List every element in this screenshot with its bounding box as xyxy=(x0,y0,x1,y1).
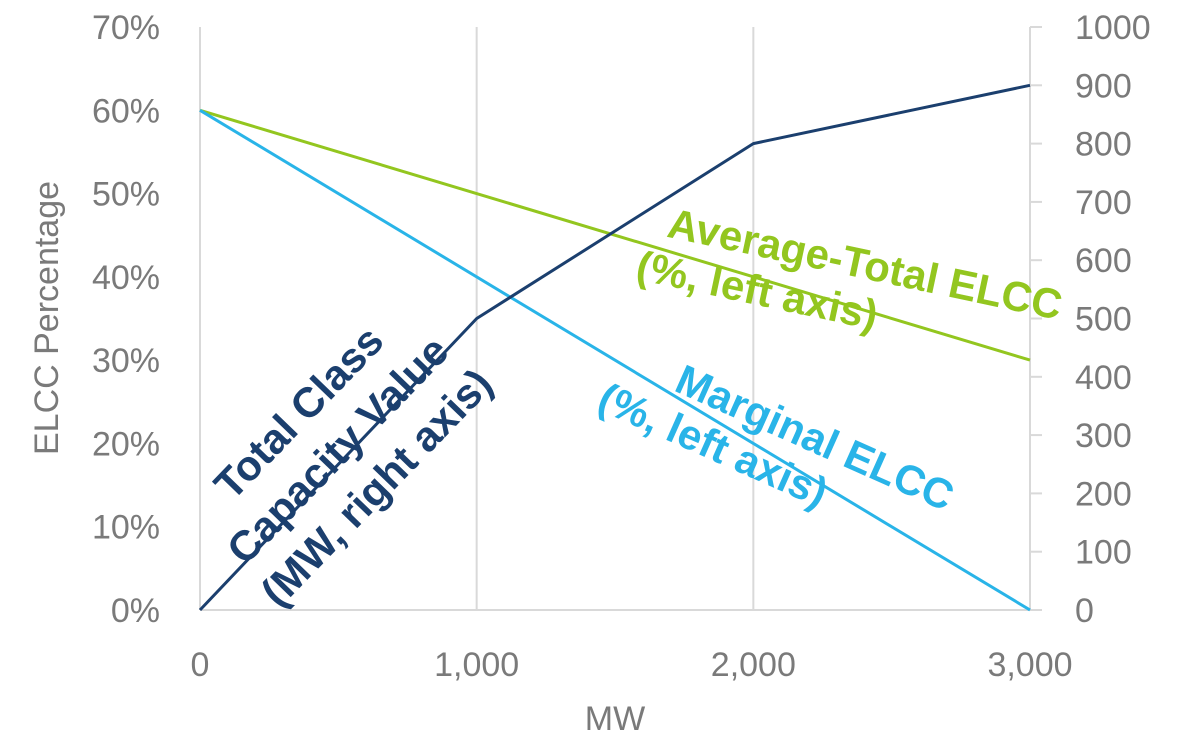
y2-tick-label: 100 xyxy=(1075,534,1132,572)
annotation-average-total: Average-Total ELCC (%, left axis) xyxy=(633,199,1067,338)
annotation-total-class: Total Class Capacity Value (MW, right ax… xyxy=(205,317,501,616)
y-axis-title: ELCC Percentage xyxy=(28,181,66,455)
label-layer: 0% 10% 20% 30% 40% 50% 60% 70% 0 100 200 300 400 500 6… xyxy=(92,9,1151,684)
x-tick-label: 2,000 xyxy=(711,646,796,684)
y-tick-label: 10% xyxy=(92,509,160,547)
y2-tick-label: 900 xyxy=(1075,67,1132,105)
y-tick-label: 50% xyxy=(92,176,160,214)
y-tick-label: 30% xyxy=(92,342,160,380)
y-tick-label: 60% xyxy=(92,92,160,130)
y-tick-label: 70% xyxy=(92,9,160,47)
annotation-marginal: Marginal ELCC (%, left axis) xyxy=(592,355,961,519)
y2-tick-label: 600 xyxy=(1075,242,1132,280)
y-tick-label: 40% xyxy=(92,259,160,297)
x-tick-label: 3,000 xyxy=(987,646,1072,684)
axis-layer xyxy=(200,26,1042,611)
series-line-0 xyxy=(198,83,1031,612)
y2-tick-label: 400 xyxy=(1075,359,1132,397)
y2-tick-label: 700 xyxy=(1075,184,1132,222)
y2-tick-label: 800 xyxy=(1075,126,1132,164)
y2-tick-label: 300 xyxy=(1075,417,1132,455)
y2-tick-label: 0 xyxy=(1075,592,1094,630)
x-axis-title: MW xyxy=(585,700,645,737)
series-line-2 xyxy=(199,109,1031,612)
y-tick-label: 20% xyxy=(92,425,160,463)
x-tick-label: 0 xyxy=(191,646,210,684)
y2-tick-label: 200 xyxy=(1075,475,1132,513)
series-line-1 xyxy=(199,108,1031,362)
y2-tick-label: 500 xyxy=(1075,301,1132,339)
x-tick-label: 1,000 xyxy=(434,646,519,684)
y-tick-label: 0% xyxy=(111,592,160,630)
y2-tick-label: 1000 xyxy=(1075,9,1151,47)
series-layer xyxy=(198,83,1031,612)
